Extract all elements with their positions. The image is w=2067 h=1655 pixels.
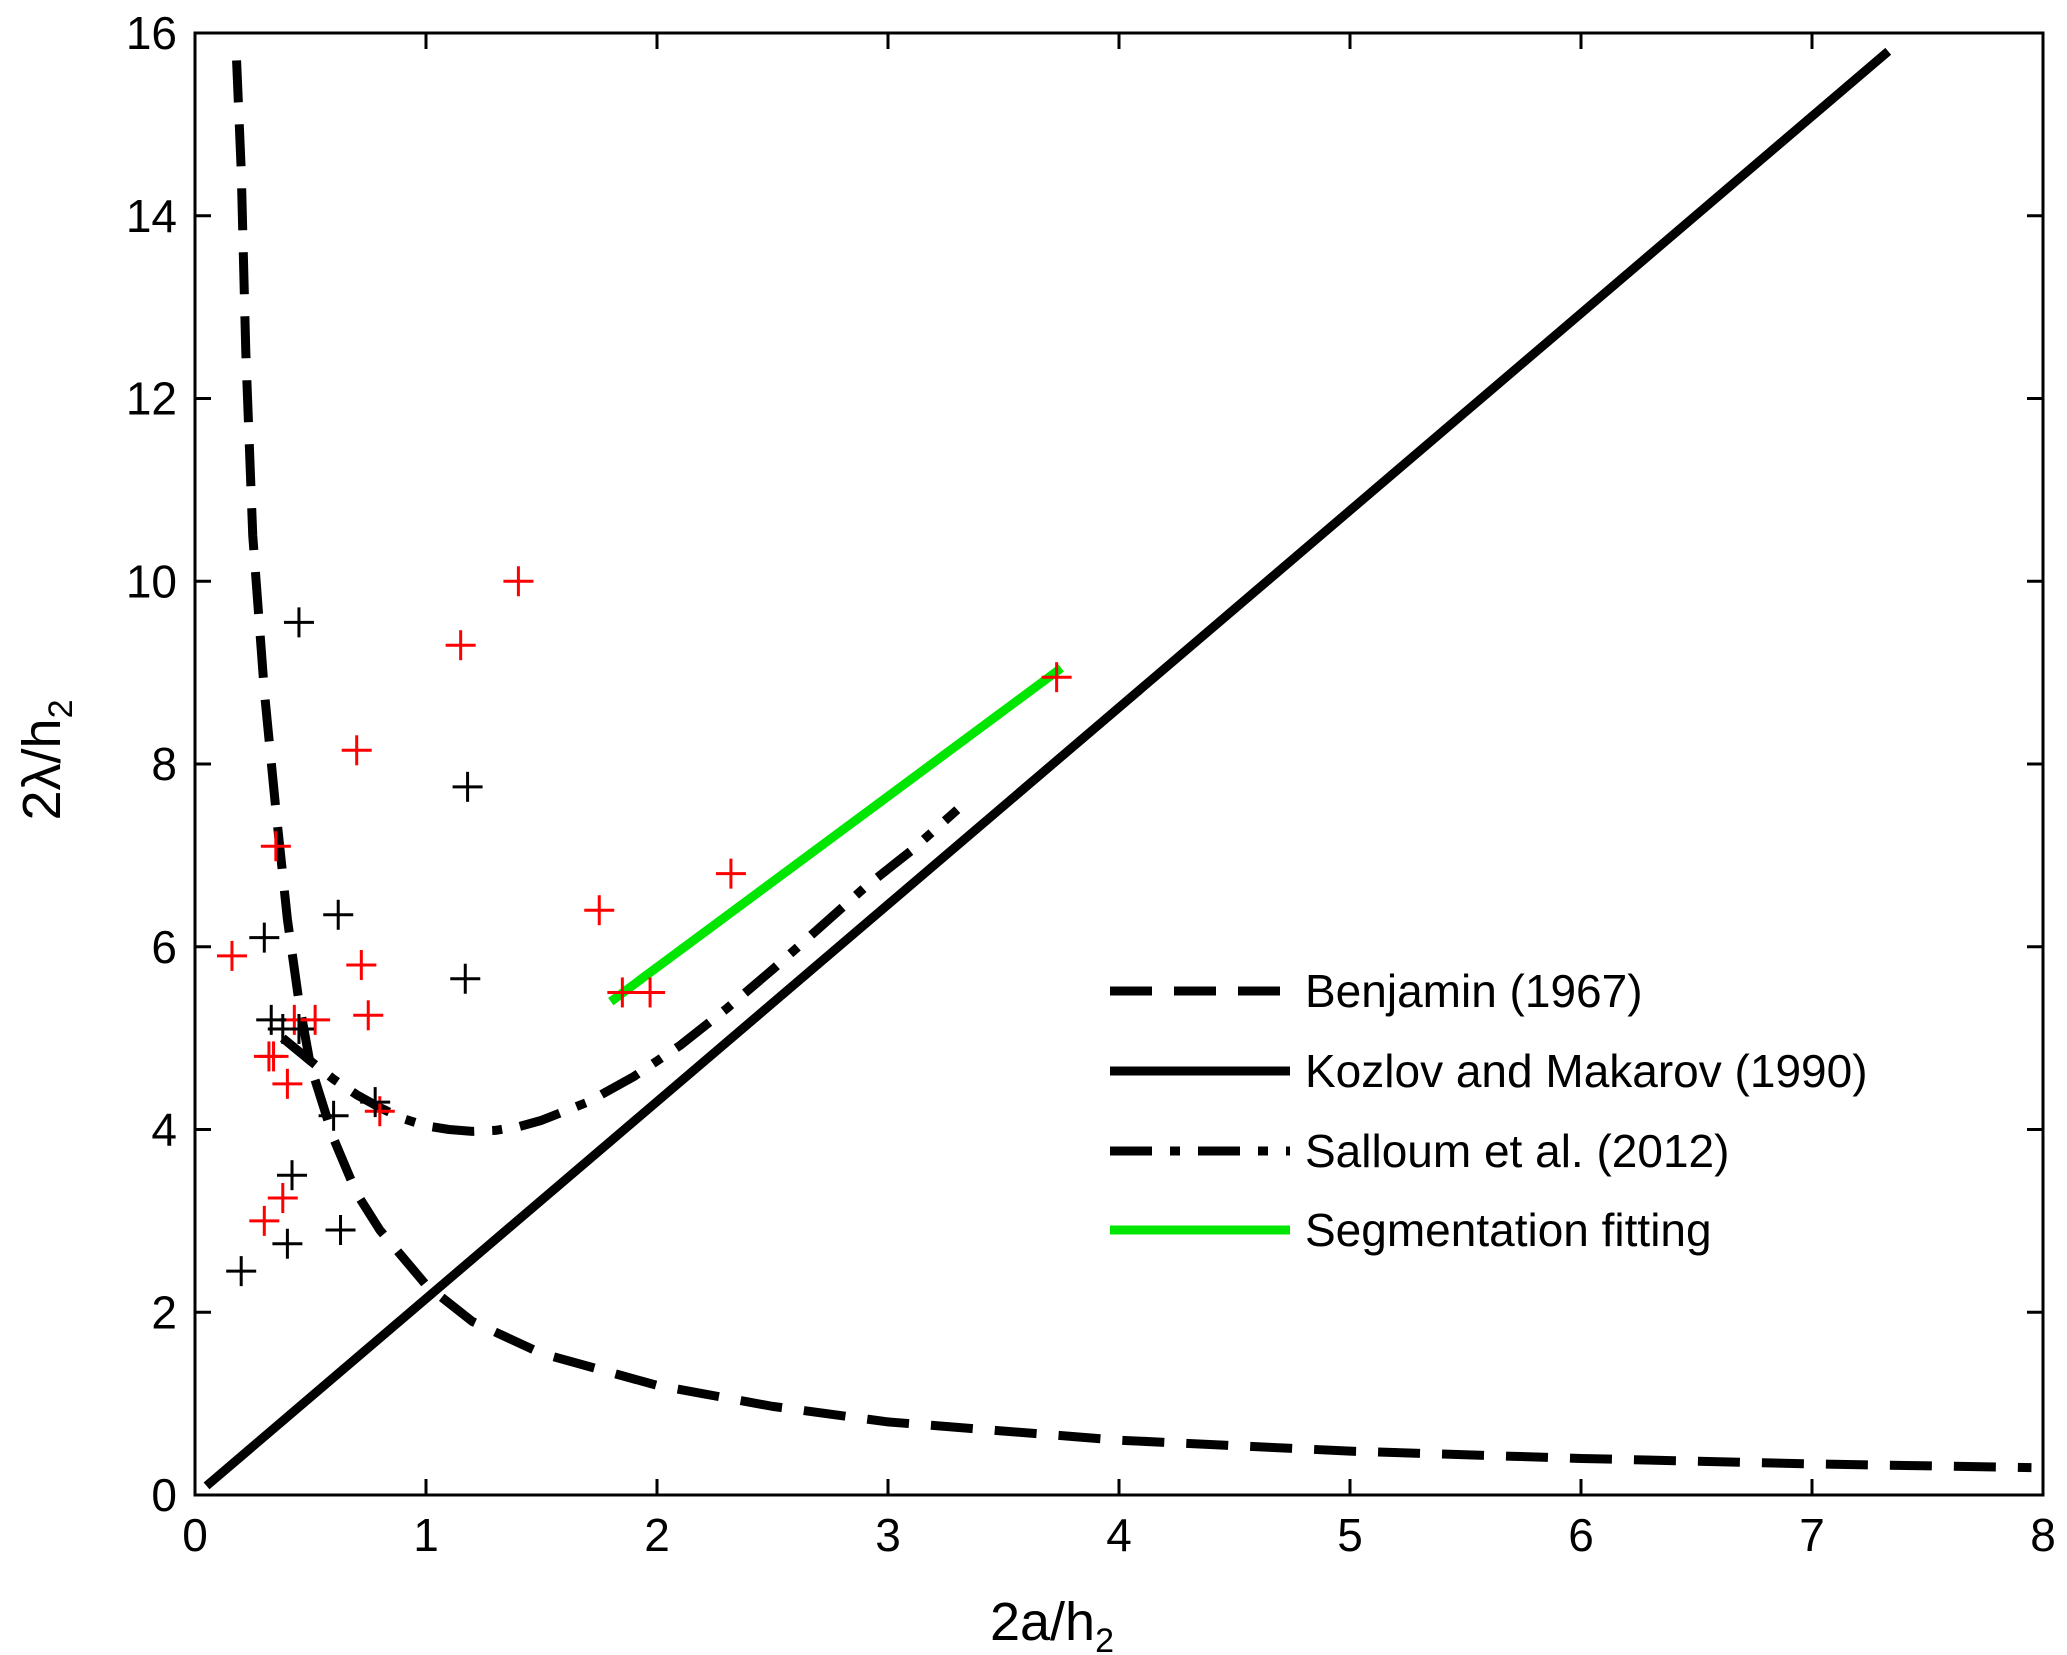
data-point-black	[318, 1100, 349, 1131]
y-tick-label: 2	[151, 1286, 177, 1338]
data-point-red	[260, 831, 291, 862]
data-point-red	[267, 1183, 298, 1214]
x-tick-label: 7	[1799, 1509, 1825, 1561]
x-tick-label: 6	[1568, 1509, 1594, 1561]
data-point-black	[283, 1013, 314, 1044]
x-tick-label: 5	[1337, 1509, 1363, 1561]
legend: Benjamin (1967) Kozlov and Makarov (1990…	[1110, 965, 1868, 1256]
series-line-segmentation-fitting	[608, 664, 1064, 1006]
data-point-red	[353, 1000, 384, 1031]
y-tick-label: 12	[126, 373, 177, 425]
y-tick-label: 0	[151, 1469, 177, 1521]
y-tick-label: 6	[151, 921, 177, 973]
data-point-black	[360, 1087, 391, 1118]
y-tick-label: 4	[151, 1104, 177, 1156]
data-point-red	[607, 977, 638, 1008]
legend-label-segmentation: Segmentation fitting	[1305, 1204, 1712, 1256]
y-tick-label: 14	[126, 190, 177, 242]
x-axis-label-main: 2a/h	[990, 1592, 1095, 1652]
data-point-red	[249, 1205, 280, 1236]
series-line-salloum-et-al-2012	[279, 806, 961, 1136]
y-axis-ticks: 0 2 4 6 8 10 12 14 16	[126, 7, 2043, 1521]
data-point-black	[323, 899, 354, 930]
x-axis-label-subscript: 2	[1095, 1622, 1114, 1655]
data-point-red	[584, 895, 615, 926]
data-point-red	[445, 630, 476, 661]
data-point-black	[450, 963, 481, 994]
data-point-red	[346, 950, 377, 981]
data-point-black	[325, 1215, 356, 1246]
data-point-red	[1041, 662, 1072, 693]
x-tick-label: 8	[2030, 1509, 2056, 1561]
data-point-red	[216, 940, 247, 971]
data-point-black	[452, 771, 483, 802]
x-axis-ticks: 0 1 2 3 4 5 6 7 8	[182, 33, 2056, 1561]
data-point-red	[503, 566, 534, 597]
legend-label-benjamin: Benjamin (1967)	[1305, 965, 1643, 1017]
x-tick-label: 0	[182, 1509, 208, 1561]
data-point-red	[300, 1004, 331, 1035]
y-axis-label-main: 2λ/h	[12, 718, 72, 820]
x-axis-label: 2a/h2	[990, 1592, 1114, 1655]
data-point-black	[272, 1228, 303, 1259]
x-tick-label: 3	[875, 1509, 901, 1561]
data-point-black	[277, 1160, 308, 1191]
data-point-black	[283, 607, 314, 638]
plot-curves	[203, 47, 2032, 1490]
data-point-red	[635, 977, 666, 1008]
data-point-red	[258, 1041, 289, 1072]
plot-markers	[216, 566, 1072, 1287]
x-tick-label: 1	[413, 1509, 439, 1561]
x-tick-label: 2	[644, 1509, 670, 1561]
y-tick-label: 8	[151, 738, 177, 790]
x-tick-label: 4	[1106, 1509, 1132, 1561]
y-axis-label: 2λ/h2	[12, 700, 80, 821]
y-axis-label-subscript: 2	[42, 700, 80, 719]
series-line-benjamin-1967	[232, 60, 2032, 1473]
series-line-kozlov-and-makarov-1990	[203, 47, 1892, 1490]
data-point-red	[341, 735, 372, 766]
data-point-red	[715, 858, 746, 889]
data-point-black	[226, 1256, 257, 1287]
data-point-black	[249, 922, 280, 953]
legend-label-salloum: Salloum et al. (2012)	[1305, 1125, 1729, 1177]
legend-label-kozlov: Kozlov and Makarov (1990)	[1305, 1045, 1868, 1097]
data-point-red	[272, 1068, 303, 1099]
y-tick-label: 16	[126, 7, 177, 59]
y-tick-label: 10	[126, 555, 177, 607]
